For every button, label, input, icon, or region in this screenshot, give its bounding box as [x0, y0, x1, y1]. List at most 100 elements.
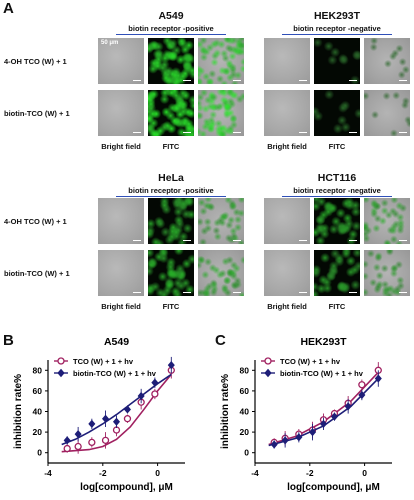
merged-image [364, 250, 410, 296]
column-label: FITC [328, 142, 346, 151]
chart-hek293t: HEK293T 0 20 40 60 80 -4 -2 0 log[compound], μM in… [220, 336, 392, 493]
panel-subtitle: biotin receptor -positive [128, 24, 214, 33]
subtitle-underline [282, 34, 392, 35]
data-point [358, 390, 366, 400]
panel-subtitle: biotin receptor -negative [293, 24, 381, 33]
data-point [151, 378, 159, 387]
legend-marker [264, 357, 272, 365]
column-label: FITC [328, 302, 346, 311]
scale-bar [399, 292, 407, 293]
legend-label: TCO (W) + 1 + hv [73, 357, 134, 366]
panel-title: HCT116 [317, 172, 357, 184]
x-tick-label: -2 [99, 468, 107, 478]
scale-bar [299, 80, 307, 81]
y-axis-label: inhibition rate% [220, 374, 231, 449]
scale-label: 50 μm [101, 40, 119, 46]
x-tick-label: 0 [155, 468, 160, 478]
data-point [101, 436, 110, 444]
data-point [88, 419, 96, 428]
bright-field-image [264, 250, 310, 296]
scale-bar [399, 80, 407, 81]
y-tick-label: 0 [244, 448, 249, 458]
data-point [344, 402, 352, 411]
panel-title: HEK293T [313, 10, 361, 22]
chart-title: A549 [104, 336, 129, 348]
row-label: 4-OH TCO (W) + 1 [4, 217, 67, 226]
subtitle-underline [282, 196, 392, 197]
data-point [137, 391, 145, 401]
scale-bar [183, 240, 191, 241]
panel-subtitle: biotin receptor -negative [293, 186, 381, 195]
fitc-image [148, 90, 194, 136]
panel-subtitle: biotin receptor -positive [128, 186, 214, 195]
merged-image [198, 250, 244, 296]
data-point [112, 417, 121, 426]
fitc-image [314, 198, 360, 244]
fitc-image [148, 198, 194, 244]
bright-field-image [98, 90, 144, 136]
legend-marker [264, 368, 272, 378]
data-point [358, 381, 366, 389]
column-label: FITC [162, 142, 180, 151]
panel-title: A549 [158, 10, 184, 22]
fitc-image [314, 38, 360, 84]
chart-title: HEK293T [300, 336, 347, 348]
data-point [63, 436, 71, 445]
scale-bar [299, 292, 307, 293]
data-point [295, 433, 303, 442]
y-tick-label: 40 [240, 407, 250, 417]
panel-label-b: B [3, 332, 14, 349]
y-tick-label: 40 [33, 407, 43, 417]
legend-marker [57, 368, 65, 378]
x-tick-label: -4 [251, 468, 259, 478]
data-point [74, 430, 82, 439]
data-point [374, 374, 382, 383]
data-point [281, 436, 289, 445]
y-tick-label: 20 [240, 427, 250, 437]
scale-bar [183, 132, 191, 133]
y-tick-label: 80 [33, 365, 43, 375]
fitc-image [314, 250, 360, 296]
merged-image [198, 198, 244, 244]
merged-image [364, 198, 410, 244]
data-point [88, 438, 96, 447]
bright-field-image [264, 38, 310, 84]
column-label: Bright field [267, 142, 307, 151]
column-label: Bright field [267, 302, 307, 311]
merged-image [198, 90, 244, 136]
merged-image [198, 38, 244, 84]
bright-field-image [98, 250, 144, 296]
merged-image [364, 38, 410, 84]
x-axis-label: log[compound], μM [287, 482, 380, 493]
fitc-image [148, 38, 194, 84]
x-tick-label: -4 [44, 468, 52, 478]
data-point [123, 415, 132, 423]
scale-bar [133, 132, 141, 133]
scale-bar [133, 240, 141, 241]
legend-marker [57, 357, 65, 365]
y-tick-label: 0 [37, 448, 42, 458]
column-label: FITC [162, 302, 180, 311]
fit-curve [61, 373, 172, 446]
data-point [270, 440, 278, 449]
y-tick-label: 80 [240, 365, 250, 375]
scale-bar [349, 80, 357, 81]
bright-field-image: 50 μm [98, 38, 144, 84]
scale-bar [399, 132, 407, 133]
row-label: biotin-TCO (W) + 1 [4, 269, 70, 278]
y-tick-label: 60 [240, 386, 250, 396]
x-axis-label: log[compound], μM [80, 482, 173, 493]
data-point [102, 414, 110, 423]
bright-field-image [98, 198, 144, 244]
scale-bar [183, 80, 191, 81]
data-point [74, 442, 82, 451]
scale-bar [133, 80, 141, 81]
scale-bar [299, 132, 307, 133]
legend-label: biotin-TCO (W) + 1 + hv [73, 369, 157, 378]
merged-image [364, 90, 410, 136]
row-label: biotin-TCO (W) + 1 [4, 109, 70, 118]
data-point [123, 405, 131, 414]
fitc-image [148, 250, 194, 296]
panel-title: HeLa [158, 172, 184, 184]
data-point [151, 390, 159, 398]
